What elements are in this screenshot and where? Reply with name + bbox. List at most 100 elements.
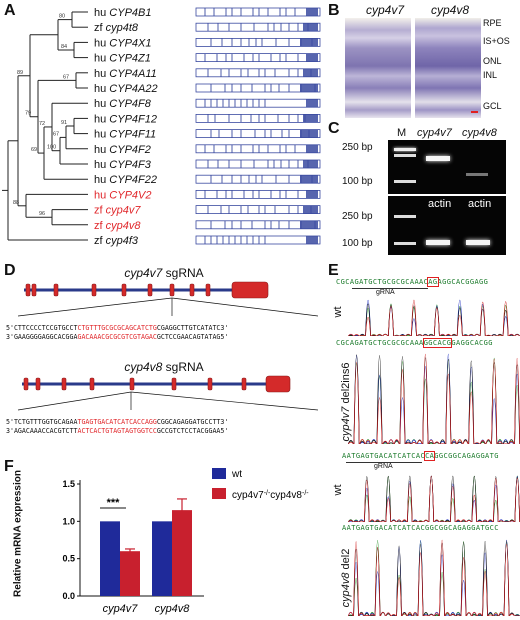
cyp4v8-exons <box>23 375 291 393</box>
panel-label-d: D <box>4 262 16 279</box>
gel-panel: M cyp4v7 cyp4v8 250 bp 100 bp actin acti… <box>340 124 520 259</box>
bootstrap-value: 72 <box>39 121 45 127</box>
y-tick-label: 0.0 <box>62 591 75 601</box>
scale-bar <box>471 111 478 113</box>
actin-label-2: actin <box>468 198 492 210</box>
marker-band-100-bottom <box>394 242 416 245</box>
species-label: zf cyp4v7 <box>94 205 141 217</box>
bootstrap-value: 84 <box>61 44 67 50</box>
gene-structure-bar <box>195 235 321 245</box>
cyp4v8-mutant-sequence: AATGAGTGACATCATCACGGCGGCAGAGGATGCC <box>342 524 499 532</box>
sgrna-title-cyp4v8: cyp4v8 sgRNA <box>124 360 204 374</box>
gene-structure-bar <box>195 68 321 78</box>
cyp4v7-mutant-sequence: CGCAGATGCTGCGCGCAAAGGCACGGAGGCACGG <box>336 338 493 348</box>
retina-layer-label: RPE <box>483 18 502 28</box>
gel-image-top <box>388 140 506 194</box>
gene-models <box>17 281 319 411</box>
wt-label-cyp4v8: wt <box>332 484 344 496</box>
x-category-label: cyp4v8 <box>155 603 191 615</box>
species-label: hu CYP4F2 <box>94 144 151 156</box>
retina-layer-label: ONL <box>483 56 502 66</box>
legend-label-mutant: cyp4v7-/-cyp4v8-/- <box>232 490 309 502</box>
gel-marker-label: M <box>397 127 407 139</box>
bootstrap-value: 67 <box>53 131 59 137</box>
gene-structure-bars <box>195 7 321 245</box>
gene-structure-bar <box>195 220 321 230</box>
species-label: hu CYP4F11 <box>94 129 156 141</box>
grna-underline-1 <box>352 288 428 289</box>
histology-image-cyp4v8 <box>415 18 481 118</box>
retina-layer-label: INL <box>483 70 498 80</box>
wt-label-cyp4v7: wt <box>332 306 344 318</box>
species-label: hu CYP4F22 <box>94 174 157 186</box>
y-tick-label: 1.5 <box>62 479 75 489</box>
chromatogram-mutant-cyp4v8 <box>348 540 520 616</box>
gene-structure-bar <box>195 159 321 169</box>
cyp4v7-reference-sequence: CGCAGATGCTGCGCGCAAACAGAGGCACGGAGG <box>336 277 489 287</box>
bootstrap-value: 79 <box>25 111 31 117</box>
sequencing-panel: CGCAGATGCTGCGCGCAAACAGAGGCACGGAGG gRNA w… <box>332 277 520 619</box>
species-label: hu CYP4A22 <box>94 83 158 95</box>
phylo-tree-panel: hu CYP4B1 zf cyp4t8 hu CYP4X1 hu CYP4Z1 hu C… <box>2 7 321 247</box>
cyp4v7-target-sequence: 5'CTTCCCCTCCGTGCCTCTGTTTGCGCGCAGCATCTGCG… <box>6 324 228 342</box>
bar-cyp4v7cyp4v8-cyp4v8 <box>172 510 192 596</box>
gel-lane-label-cyp4v7: cyp4v7 <box>417 127 452 139</box>
legend-swatch-mutant <box>212 488 226 499</box>
species-label: hu CYP4V2 <box>94 189 152 201</box>
bootstrap-value: 100 <box>47 145 56 151</box>
gene-structure-bar <box>195 22 321 32</box>
panel-label-a: A <box>4 2 16 19</box>
bootstrap-value: 67 <box>63 74 69 80</box>
histology-title-cyp4v7: cyp4v7 <box>365 3 405 17</box>
grna-label-1: gRNA <box>376 289 395 296</box>
histology-panel: cyp4v7 cyp4v8 RPE IS+OS ONL INL GCL <box>345 2 520 122</box>
gene-structure-bar <box>195 98 321 108</box>
gene-structure-bar <box>195 7 321 17</box>
bar-wt-cyp4v7 <box>100 521 120 596</box>
tree-labels: hu CYP4B1 zf cyp4t8 hu CYP4X1 hu CYP4Z1 hu C… <box>94 7 158 247</box>
gel-image-bottom: actin actin <box>388 196 506 255</box>
bp-label-100-top: 100 bp <box>342 176 373 187</box>
chromatogram-mutant-cyp4v7 <box>348 353 520 444</box>
actin-label-1: actin <box>428 198 452 210</box>
tree-branches <box>2 11 88 241</box>
bar-wt-cyp4v8 <box>152 521 172 596</box>
cyp4v7-bottom-strand: 3'GAAGGGGAGGCACGGAGACAAACGCGCGTCGTAGACGC… <box>6 333 229 341</box>
bootstrap-value: 91 <box>61 120 67 126</box>
gene-structure-bar <box>195 53 321 62</box>
histology-title-cyp4v8: cyp4v8 <box>430 3 470 17</box>
sgrna-title-cyp4v7: cyp4v7 sgRNA <box>124 266 204 280</box>
species-label: hu CYP4F3 <box>94 159 152 171</box>
panel-label-c: C <box>328 120 340 137</box>
cyp4v8-bottom-strand: 3'AGACAAACCACGTCTTACTCACTGTAGTAGTGGTCCGC… <box>6 427 229 435</box>
cyp4v8-target-sequence: 5'TCTGTTTGGTGCAGAATGAGTGACATCATCACCAGGCG… <box>6 418 228 436</box>
gene-structure-bar <box>195 174 321 184</box>
gene-structure-bar <box>195 114 321 123</box>
bp-label-100-bottom: 100 bp <box>342 238 373 249</box>
bp-label-250-top: 250 bp <box>342 142 373 153</box>
bootstrap-value: 96 <box>39 211 45 217</box>
significance-marker: *** <box>107 497 121 509</box>
bootstrap-value: 88 <box>13 200 19 206</box>
panel-label-b: B <box>328 2 340 19</box>
expression-chart-panel: Relative mRNA expression 0.0 0.5 1.0 1.5 cy… <box>0 458 330 619</box>
gene-structure-bar <box>195 189 321 199</box>
cyp4v7-band <box>426 156 450 161</box>
gene-structure-bar <box>195 38 321 47</box>
legend-swatch-wt <box>212 468 226 479</box>
bootstrap-value: 69 <box>31 147 37 153</box>
species-label: hu CYP4A11 <box>94 68 157 80</box>
panel-label-f: F <box>4 458 14 475</box>
marker-band-top-2 <box>394 154 416 157</box>
panel-label-e: E <box>328 262 339 279</box>
chromatogram-wt-cyp4v8 <box>348 475 520 522</box>
marker-band-250-top <box>394 148 416 151</box>
species-label: hu CYP4B1 <box>94 7 152 19</box>
gene-structure-bar <box>195 144 321 154</box>
species-label: hu CYP4F12 <box>94 113 157 125</box>
bar-chart: 0.0 0.5 1.0 1.5 cyp4v7 cyp4v8 *** wt cyp4v7-… <box>62 468 309 615</box>
species-label: zf cyp4t8 <box>94 22 139 34</box>
marker-band-100-top <box>394 180 416 183</box>
sgrna-panel: cyp4v7 sgRNA 5'CTTCCCCTCCGTGCCTCTGTTTGCG <box>0 262 328 458</box>
